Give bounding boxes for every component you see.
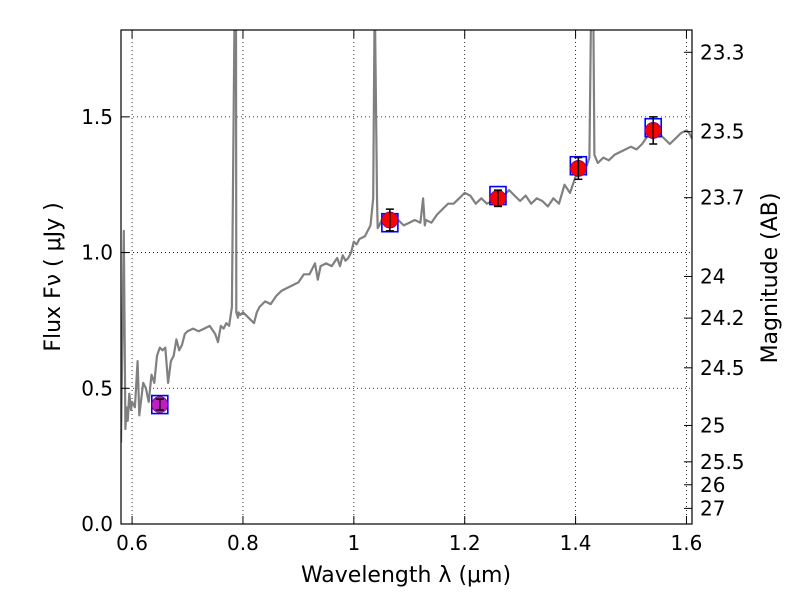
- x-axis-title: Wavelength λ (μm): [301, 563, 511, 588]
- mag-tick-label: 25.5: [700, 450, 745, 474]
- x-tick-label: 1.4: [560, 531, 592, 555]
- mag-tick-label: 24: [700, 264, 725, 288]
- y-tick-label: 1.0: [81, 241, 113, 265]
- mag-tick-label: 25: [700, 413, 725, 437]
- y-tick-label: 0.0: [81, 512, 113, 536]
- x-tick-label: 1: [347, 531, 360, 555]
- photometry-points-layer: [151, 116, 662, 415]
- mag-tick-label: 23.7: [700, 186, 745, 210]
- mag-tick-label: 24.2: [700, 306, 745, 330]
- mag-tick-label: 23.3: [700, 40, 745, 64]
- spectrum-layer: [121, 30, 692, 443]
- grid-layer: [121, 30, 692, 525]
- y-tick-label: 1.5: [81, 105, 113, 129]
- x-tick-label: 0.6: [116, 531, 148, 555]
- x-tick-label: 0.8: [227, 531, 259, 555]
- mag-tick-label: 26: [700, 473, 725, 497]
- y-axis-title: Flux Fν ( μJy ): [41, 202, 66, 351]
- spectrum-line: [121, 30, 692, 443]
- mag-tick-label: 23.5: [700, 120, 745, 144]
- mag-tick-label: 24.5: [700, 356, 745, 380]
- mag-tick-label: 27: [700, 496, 725, 520]
- plot-frame: [120, 29, 693, 525]
- x-tick-label: 1.2: [449, 531, 481, 555]
- y-axis-right-title: Magnitude (AB): [758, 193, 783, 364]
- y-tick-label: 0.5: [81, 376, 113, 400]
- x-tick-label: 1.6: [671, 531, 703, 555]
- ticks-layer: 0.6 0.8 1 1.2 1.4 1.6 0.0 0.5 1.0 1.5 23.3 23.5 23.7…: [81, 30, 745, 555]
